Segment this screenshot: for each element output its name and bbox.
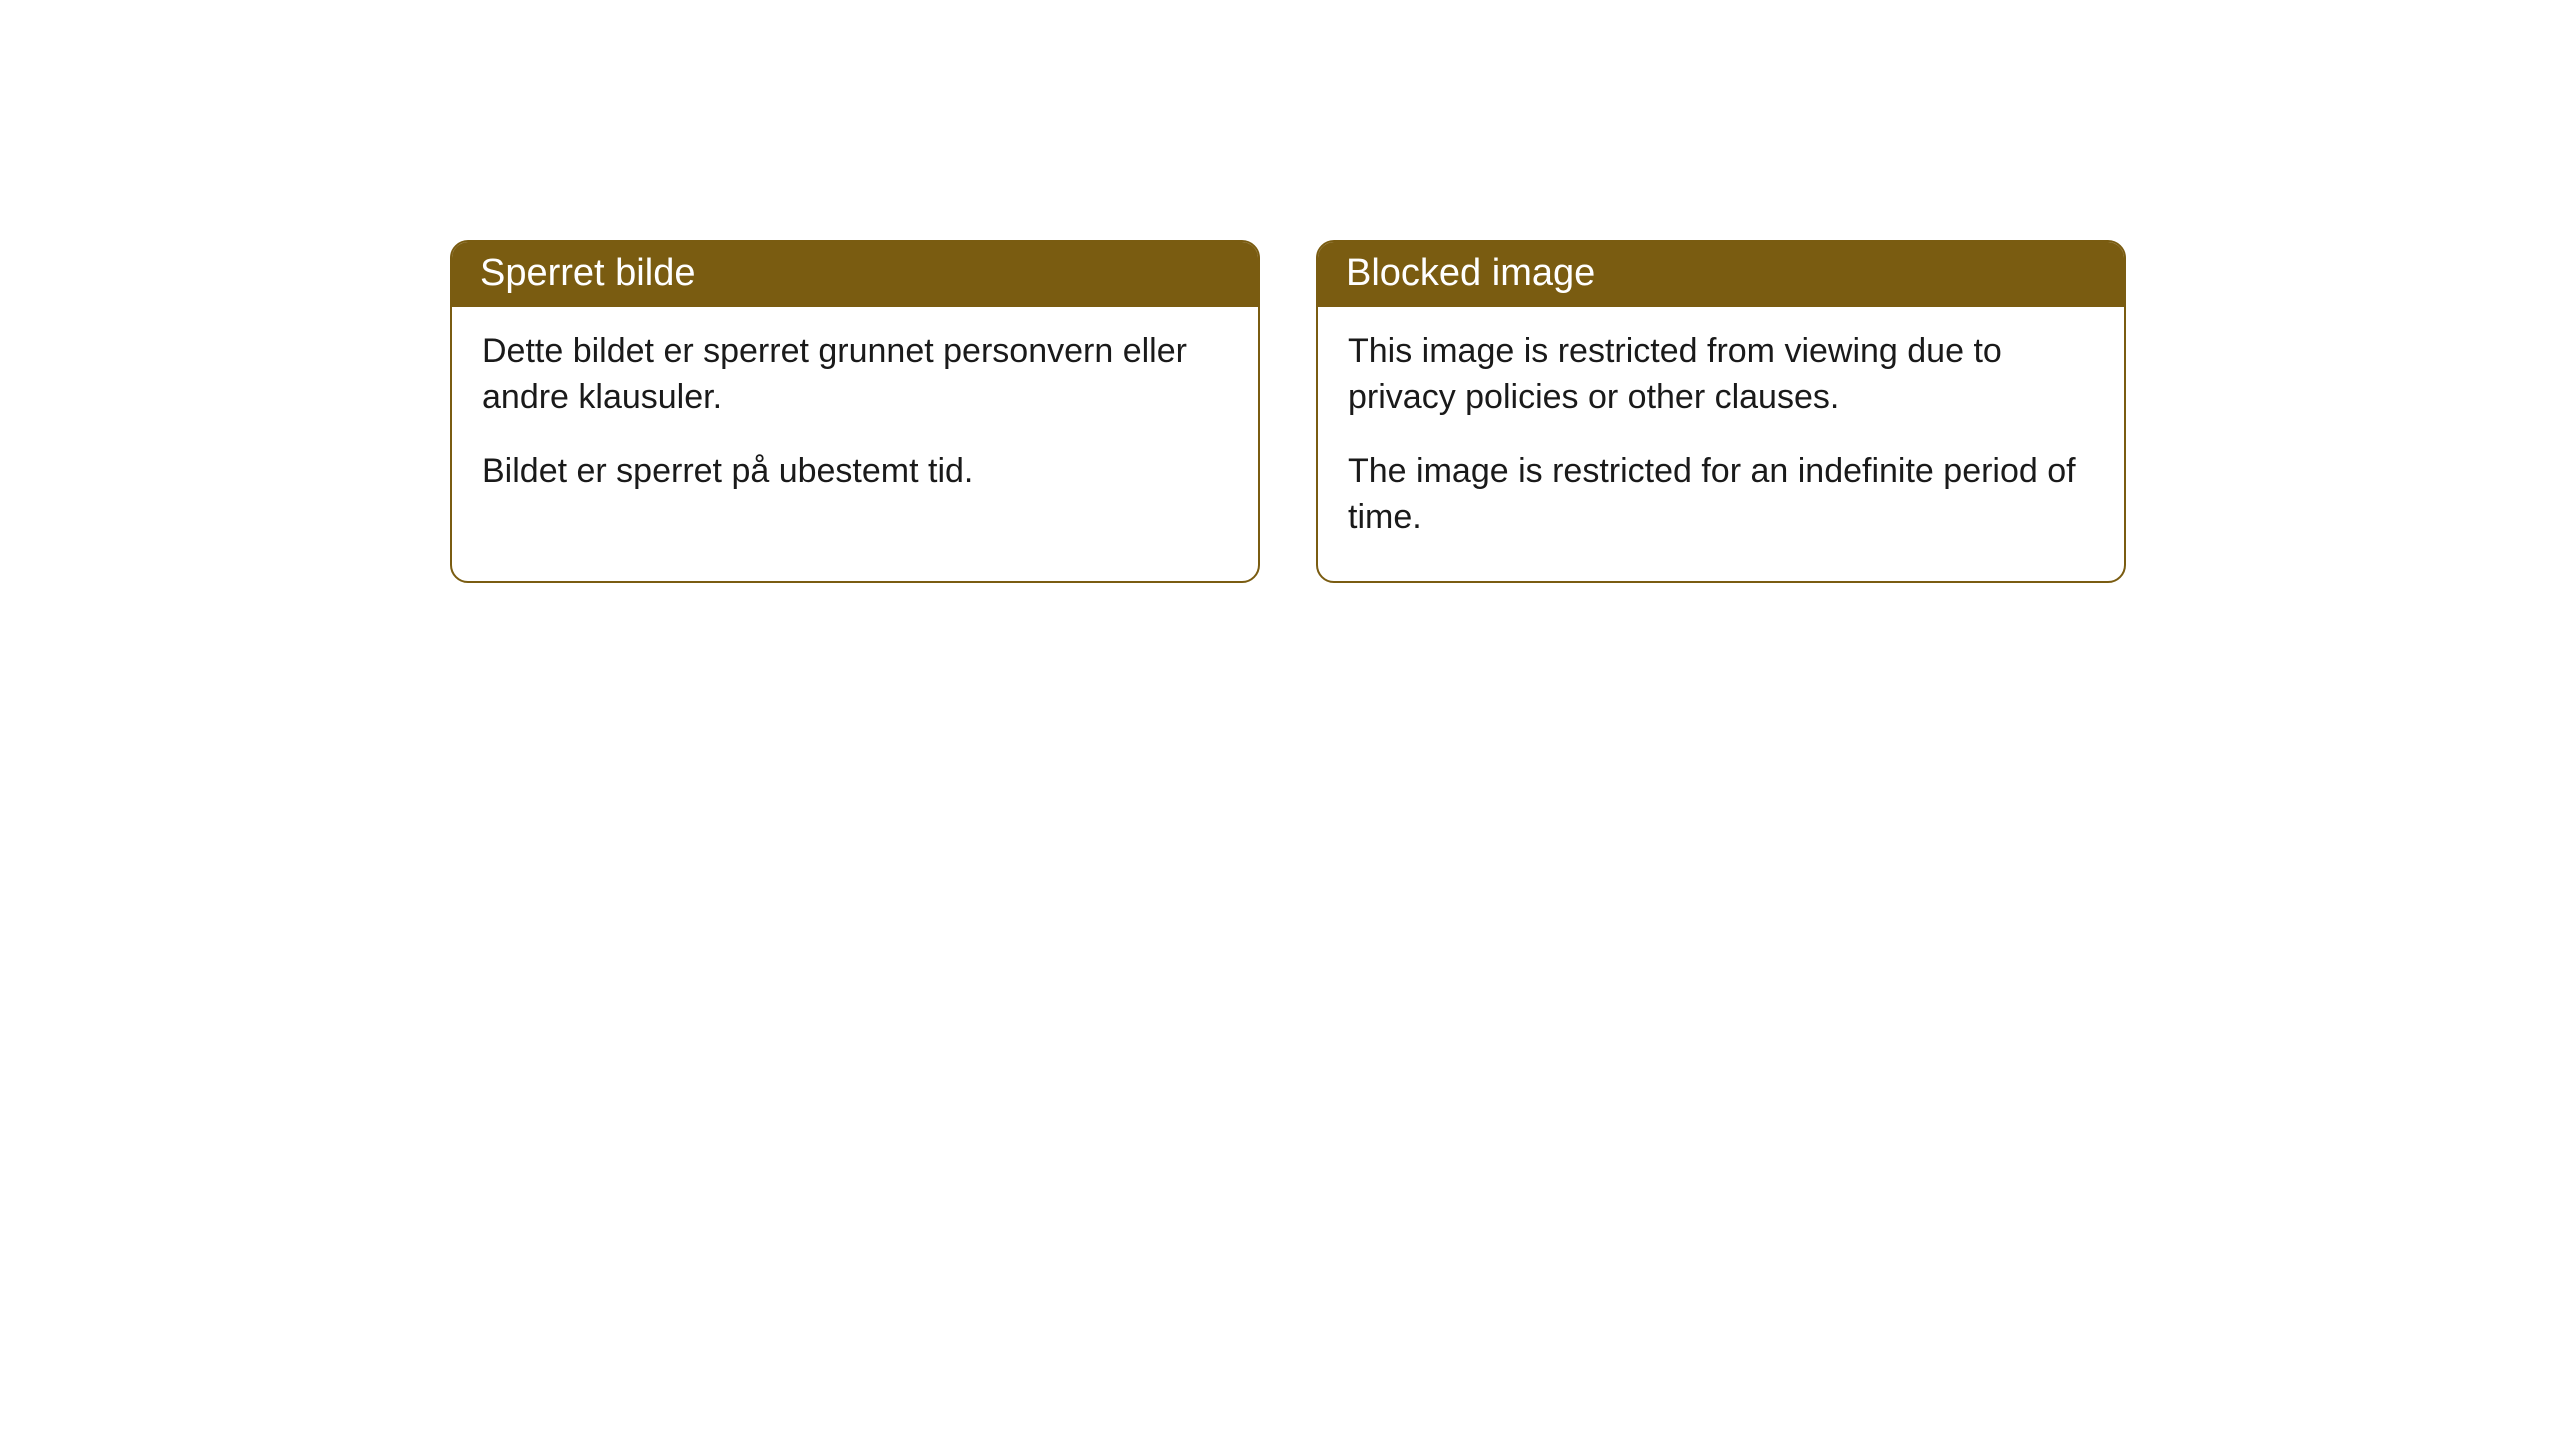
- notice-paragraph: Dette bildet er sperret grunnet personve…: [482, 329, 1228, 421]
- notice-paragraph: Bildet er sperret på ubestemt tid.: [482, 449, 1228, 495]
- notice-title-norwegian: Sperret bilde: [452, 242, 1258, 307]
- notice-cards-container: Sperret bilde Dette bildet er sperret gr…: [450, 240, 2560, 583]
- notice-paragraph: The image is restricted for an indefinit…: [1348, 449, 2094, 541]
- notice-body-english: This image is restricted from viewing du…: [1318, 307, 2124, 581]
- notice-card-norwegian: Sperret bilde Dette bildet er sperret gr…: [450, 240, 1260, 583]
- notice-body-norwegian: Dette bildet er sperret grunnet personve…: [452, 307, 1258, 535]
- notice-title-english: Blocked image: [1318, 242, 2124, 307]
- notice-paragraph: This image is restricted from viewing du…: [1348, 329, 2094, 421]
- notice-card-english: Blocked image This image is restricted f…: [1316, 240, 2126, 583]
